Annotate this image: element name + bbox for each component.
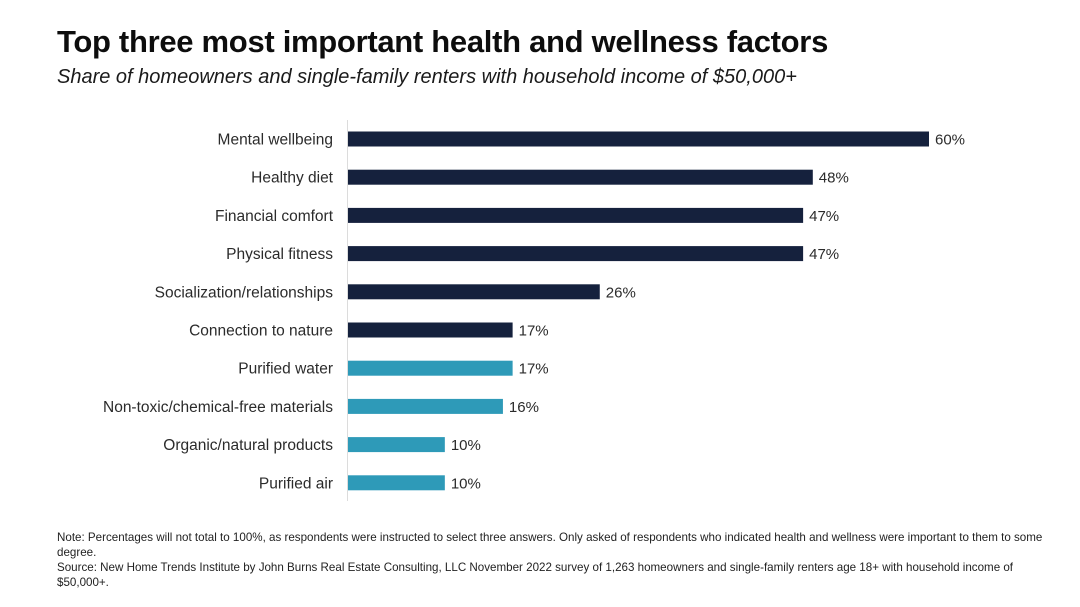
category-label: Connection to nature [189, 323, 333, 340]
value-label: 16% [509, 399, 539, 416]
bar [348, 246, 804, 262]
category-label: Organic/natural products [163, 437, 333, 454]
bar [348, 360, 513, 376]
chart-subtitle: Share of homeowners and single-family re… [57, 66, 797, 88]
note-text: Note: Percentages will not total to 100%… [57, 531, 1043, 559]
chart-title: Top three most important health and well… [57, 24, 829, 59]
category-label: Non-toxic/chemical-free materials [103, 399, 333, 416]
bar-row: Organic/natural products 10% [163, 437, 481, 454]
value-label: 10% [451, 475, 481, 492]
value-label: 10% [451, 437, 481, 454]
category-label: Healthy diet [251, 170, 334, 187]
bar [348, 207, 804, 223]
value-label: 48% [819, 170, 849, 187]
bars-group: Mental wellbeing 60% Healthy diet 48% Financ… [103, 131, 965, 492]
value-label: 17% [519, 361, 549, 378]
value-label: 47% [809, 208, 839, 225]
bar [348, 169, 813, 185]
bar [348, 322, 513, 338]
bar-row: Healthy diet 48% [251, 169, 849, 187]
value-label: 26% [606, 284, 636, 301]
bar-row: Connection to nature 17% [189, 322, 549, 340]
category-label: Financial comfort [215, 208, 334, 225]
bar-row: Non-toxic/chemical-free materials 16% [103, 398, 539, 416]
bar-row: Purified water 17% [238, 360, 549, 378]
source-text: Source: New Home Trends Institute by Joh… [57, 561, 1014, 589]
bar-row: Socialization/relationships 26% [155, 284, 636, 301]
bar-row: Purified air 10% [259, 475, 481, 492]
value-label: 17% [519, 323, 549, 340]
category-label: Purified water [238, 361, 333, 378]
category-label: Physical fitness [226, 246, 333, 263]
bar [348, 437, 445, 453]
bar-row: Physical fitness 47% [226, 246, 839, 263]
bar [348, 475, 445, 491]
value-label: 47% [809, 246, 839, 263]
category-label: Purified air [259, 475, 333, 492]
footnotes: Note: Percentages will not total to 100%… [57, 530, 1047, 590]
category-label: Mental wellbeing [218, 132, 333, 149]
bar [348, 398, 503, 414]
bar [348, 131, 929, 147]
value-label: 60% [935, 132, 965, 149]
bar-row: Mental wellbeing 60% [218, 131, 965, 149]
category-label: Socialization/relationships [155, 284, 334, 301]
bar [348, 284, 600, 300]
bar-row: Financial comfort 47% [215, 207, 839, 225]
